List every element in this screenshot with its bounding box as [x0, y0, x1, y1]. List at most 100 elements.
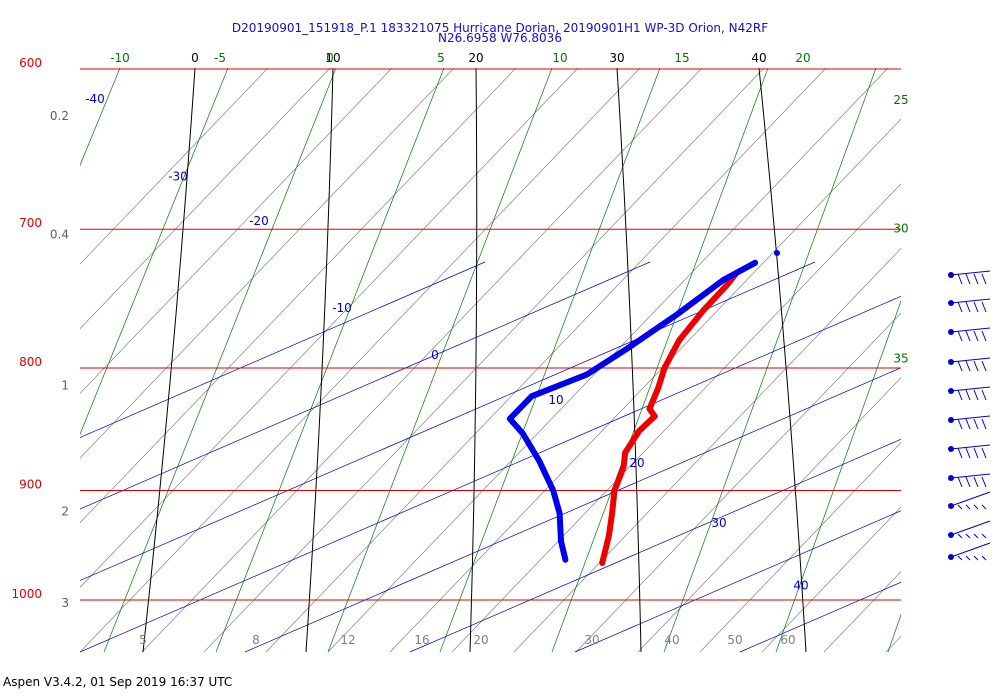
wind-barb-feather: [957, 360, 963, 372]
wind-barb: [948, 542, 991, 561]
dry-adiabat-line: [80, 68, 393, 394]
dry-adiabat-line: [80, 68, 641, 653]
bottom-axis-label: 60: [780, 633, 795, 647]
mixing-ratio-line: [80, 295, 901, 653]
mixing-ratio-label: -30: [168, 170, 188, 184]
moist-adiabats: [80, 68, 901, 653]
wind-barb-feather: [965, 389, 971, 401]
dry-adiabats: [80, 68, 901, 653]
dry-adiabat-line: [80, 68, 579, 588]
mixing-ratio-line: [80, 261, 816, 581]
wind-barb-feather: [973, 360, 979, 372]
pressure-lines: [80, 68, 901, 601]
wind-barb-feather: [957, 330, 963, 342]
height-label: 0.2: [50, 109, 69, 123]
wind-barb-feather: [957, 504, 963, 510]
wind-barb: [948, 444, 991, 459]
moist-adiabat-line: [80, 68, 229, 436]
bottom-axis-label: 50: [727, 633, 742, 647]
wind-barb-staff: [950, 298, 991, 304]
wind-barb-feather: [957, 447, 963, 459]
bottom-axis-label: 20: [473, 633, 488, 647]
wind-barb-staff: [950, 386, 991, 392]
dry-adiabat-line: [141, 68, 703, 653]
wind-barb-feather: [981, 555, 987, 561]
mixing-ratio-label: -40: [85, 92, 105, 106]
mixing-ratio-lines: [80, 261, 901, 653]
wind-barb-staff: [950, 270, 991, 276]
wind-barb-feather: [957, 555, 963, 561]
wind-barb-feather: [965, 273, 971, 285]
wind-barb-feather: [965, 504, 971, 510]
wind-barb-feather: [957, 418, 963, 430]
wind-barb-feather: [981, 533, 987, 539]
chart-title: D20190901_151918_P.1 183321075 Hurricane…: [231, 21, 769, 35]
mixing-ratio-line: [574, 510, 901, 653]
moist-adiabat-line: [551, 68, 769, 653]
wind-barb-feather: [973, 418, 979, 430]
moist-adiabat-label: 35: [893, 352, 908, 366]
bottom-axis-label: 12: [340, 633, 355, 647]
mixing-ratio-label: 20: [629, 456, 644, 470]
dry-adiabat-line: [513, 247, 901, 653]
wind-barb: [948, 386, 991, 401]
dry-adiabat-line: [203, 68, 765, 653]
dry-adiabat-line: [80, 68, 269, 265]
isotherm-label: 10: [325, 51, 340, 65]
wind-barb: [948, 520, 991, 539]
wind-barbs: [948, 270, 991, 561]
mixing-ratio-label: -10: [332, 301, 352, 315]
moist-adiabat-label: 30: [893, 222, 908, 236]
wind-barb-feather: [965, 447, 971, 459]
wind-barb-feather: [957, 476, 963, 488]
mixing-ratio-label: 10: [548, 393, 563, 407]
mixing-ratio-line: [80, 261, 651, 510]
sounding-traces: [506, 250, 780, 566]
isotherm-line: [616, 68, 642, 653]
wind-barb: [948, 270, 991, 285]
moist-adiabat-label: 25: [893, 93, 908, 107]
wind-barb: [948, 491, 991, 510]
wind-barb-feather: [973, 533, 979, 539]
dry-adiabat-line: [699, 441, 901, 653]
wind-barb-feather: [973, 330, 979, 342]
pressure-label: 1000: [11, 587, 42, 601]
dewpoint-trace: [506, 259, 759, 563]
moist-adiabat-label: -10: [110, 51, 130, 65]
isotherm-label: 40: [751, 51, 766, 65]
mixing-ratio-line: [739, 581, 901, 653]
bottom-axis-label: 40: [664, 633, 679, 647]
isotherm-label: 20: [468, 51, 483, 65]
wind-barb-feather: [981, 273, 987, 285]
wind-barb-feather: [981, 330, 987, 342]
chart-subtitle-position: N26.6958 W76.8036: [438, 31, 562, 45]
pressure-label: 900: [19, 477, 42, 491]
height-label: 2: [61, 504, 69, 518]
wind-barb: [948, 298, 991, 313]
mixing-ratio-label: 30: [711, 516, 726, 530]
wind-barb-feather: [981, 360, 987, 372]
isotherm-line: [758, 68, 807, 653]
isotherms: [142, 68, 807, 653]
wind-barb-feather: [973, 273, 979, 285]
moist-adiabat-label: -5: [214, 51, 226, 65]
mixing-ratio-label: -20: [249, 214, 269, 228]
bottom-axis-label: 16: [414, 633, 429, 647]
height-label: 0.4: [50, 228, 69, 242]
wind-barb-feather: [981, 504, 987, 510]
wind-barb-feather: [973, 504, 979, 510]
moist-adiabat-line: [439, 68, 661, 653]
isotherm-line: [305, 68, 334, 653]
wind-barb-staff: [950, 415, 991, 421]
wind-barb: [948, 327, 991, 342]
moist-adiabat-line: [663, 68, 877, 653]
wind-barb-staff: [950, 473, 991, 479]
temperature-trace: [599, 269, 740, 566]
isotherm-line: [469, 68, 478, 653]
wind-barb-feather: [965, 330, 971, 342]
moist-adiabat-label: 15: [674, 51, 689, 65]
wind-barb-feather: [957, 389, 963, 401]
wind-barb-feather: [973, 389, 979, 401]
